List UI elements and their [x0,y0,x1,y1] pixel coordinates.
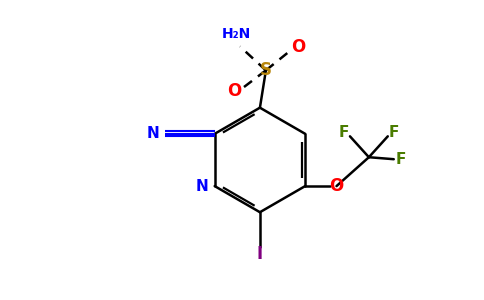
Text: O: O [292,38,306,56]
Text: S: S [260,61,272,80]
Text: I: I [257,245,263,263]
Text: O: O [330,177,344,195]
Text: N: N [146,126,159,141]
Text: F: F [339,125,349,140]
Text: O: O [227,82,241,100]
Text: N: N [196,178,209,194]
Text: F: F [389,125,399,140]
Text: F: F [395,152,406,167]
Text: H₂N: H₂N [221,26,251,40]
